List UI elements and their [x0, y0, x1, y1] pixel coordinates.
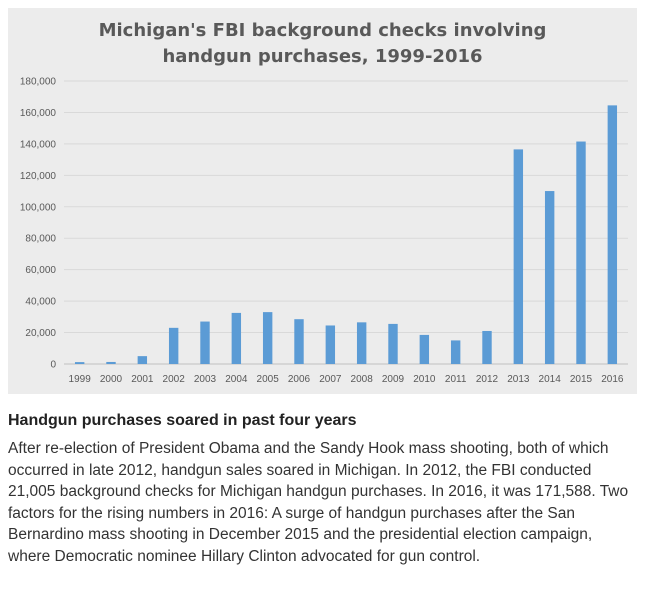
chart-panel: 0 20,000 40,000 60,000 80,000 100,000 120,000 1…	[8, 8, 637, 394]
x-tick-label: 2016	[601, 374, 624, 385]
bar	[607, 105, 618, 364]
bar	[74, 362, 85, 364]
caption-body: After re-election of President Obama and…	[8, 440, 629, 565]
caption-heading: Handgun purchases soared in past four ye…	[8, 412, 357, 429]
bar	[356, 322, 367, 364]
bar	[262, 312, 273, 364]
x-tick-label: 2013	[507, 374, 530, 385]
x-tick-label: 2003	[194, 374, 217, 385]
bar	[168, 327, 179, 364]
y-tick-label: 100,000	[20, 202, 57, 213]
x-tick-label: 2000	[100, 374, 123, 385]
x-tick-label: 2015	[570, 374, 593, 385]
x-tick-label: 2001	[131, 374, 154, 385]
bar	[482, 330, 492, 364]
chart-title-line-2: handgun purchases, 1999-2016	[162, 46, 483, 67]
bar	[200, 321, 210, 364]
y-tick-label: 40,000	[25, 297, 56, 308]
x-tick-label: 2011	[445, 374, 467, 385]
bar-chart: 0 20,000 40,000 60,000 80,000 100,000 120,000 1…	[20, 77, 628, 385]
y-tick-label: 80,000	[25, 234, 56, 245]
y-tick-label: 20,000	[25, 328, 56, 339]
x-tick-label: 2007	[319, 374, 342, 385]
x-tick-label: 2002	[163, 374, 186, 385]
x-tick-label: 2014	[539, 374, 562, 385]
bar	[544, 191, 555, 364]
bar	[419, 334, 430, 364]
x-tick-label: 2009	[382, 374, 405, 385]
bar	[106, 361, 116, 364]
chart-title: Michigan's FBI background checks involvi…	[8, 18, 637, 70]
bar	[137, 356, 148, 364]
x-tick-label: 2006	[288, 374, 311, 385]
bar	[325, 325, 336, 364]
y-tick-label: 0	[50, 360, 56, 371]
chart-title-line-1: Michigan's FBI background checks involvi…	[98, 20, 547, 41]
bar	[513, 149, 524, 364]
bar	[576, 141, 586, 364]
x-tick-label: 2008	[351, 374, 374, 385]
x-tick-label: 2010	[413, 374, 436, 385]
x-tick-label: 2005	[257, 374, 280, 385]
bar	[294, 319, 304, 364]
x-tick-label: 1999	[69, 374, 92, 385]
y-tick-label: 180,000	[20, 77, 57, 88]
y-tick-label: 140,000	[20, 139, 57, 150]
x-tick-label: 2004	[225, 374, 248, 385]
y-tick-label: 120,000	[20, 171, 57, 182]
bar	[231, 312, 242, 364]
y-tick-label: 160,000	[20, 108, 57, 119]
bar	[388, 323, 398, 364]
y-tick-label: 60,000	[25, 265, 56, 276]
bar	[450, 340, 461, 364]
x-tick-label: 2012	[476, 374, 499, 385]
